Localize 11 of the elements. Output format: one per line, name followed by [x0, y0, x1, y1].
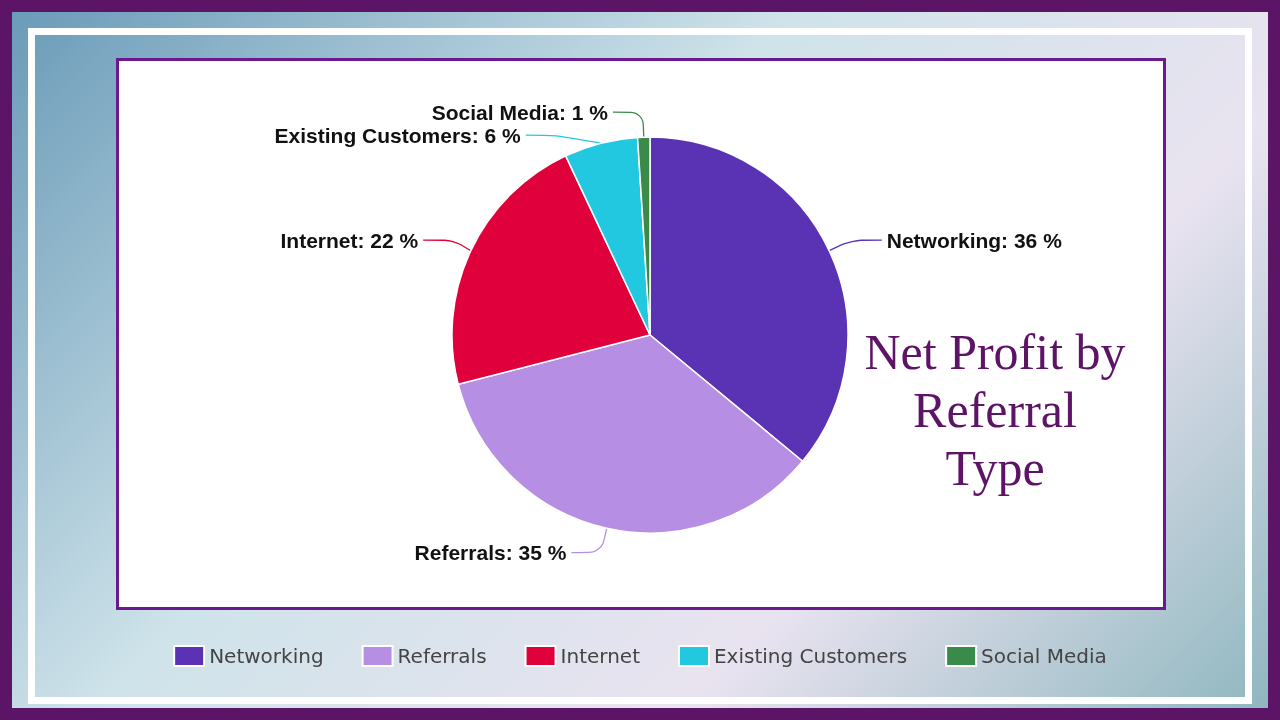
text: Net Profit by Referral Type [864, 324, 1126, 496]
legend-label: Networking [209, 644, 324, 668]
data-label: Referrals: 35 % [414, 541, 567, 565]
data-label: Internet: 22 % [280, 228, 419, 252]
data-label: Existing Customers: 6 % [274, 123, 522, 147]
data-label: Networking: 36 % [886, 228, 1063, 252]
legend-label: Referrals [397, 644, 487, 668]
legend-label: Existing Customers [713, 644, 908, 668]
legend-label: Internet [560, 644, 641, 668]
legend-label: Social Media [981, 644, 1107, 668]
data-label: Social Media: 1 % [431, 100, 609, 124]
